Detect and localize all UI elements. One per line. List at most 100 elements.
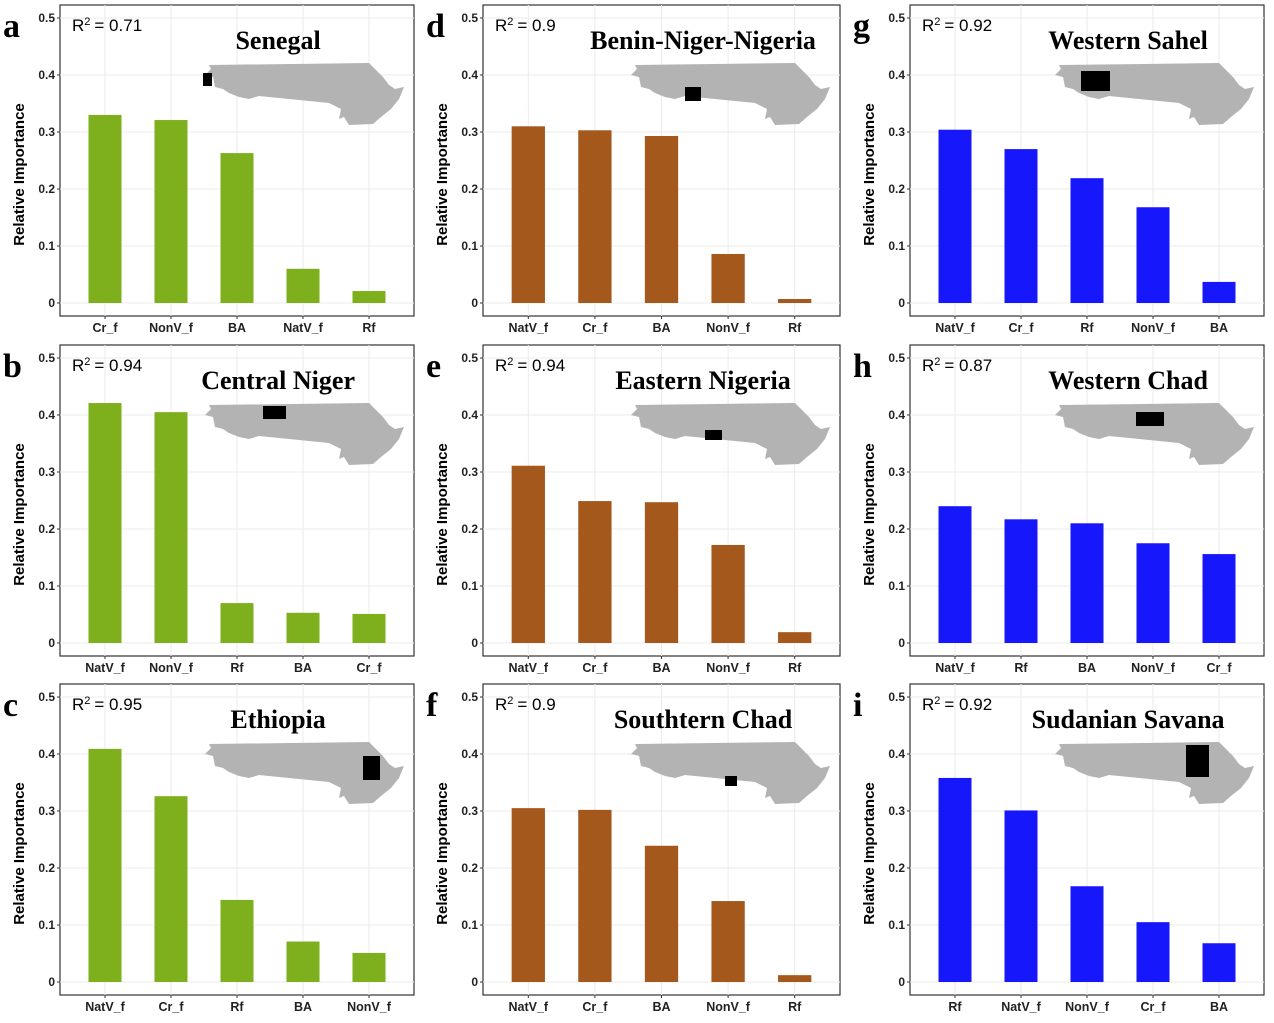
r-squared-label: R2 = 0.87 [922, 356, 992, 375]
bar-natv-f [286, 268, 320, 303]
y-tick-label: 0.5 [888, 11, 905, 25]
y-tick-label: 0.3 [461, 125, 478, 139]
region-title: Senegal [235, 26, 320, 55]
y-tick-label: 0.5 [461, 351, 478, 365]
y-tick-label: 0.1 [38, 579, 55, 593]
region-map-inset [631, 403, 830, 465]
y-tick-label: 0 [48, 975, 55, 989]
bar-rf [938, 777, 972, 982]
y-tick-label: 0.5 [461, 11, 478, 25]
bar-natv-f [511, 808, 545, 982]
x-tick-label: BA [294, 1000, 312, 1014]
y-tick-label: 0.2 [461, 182, 478, 196]
y-tick-label: 0.3 [461, 804, 478, 818]
sahel-map-shape [205, 403, 404, 465]
study-region-marker [705, 430, 722, 440]
region-title: Southtern Chad [614, 705, 793, 734]
bar-ba [644, 502, 679, 643]
panel-letter: b [3, 348, 22, 385]
r-squared-label: R2 = 0.92 [922, 695, 992, 714]
y-tick-label: 0.3 [888, 804, 905, 818]
x-tick-label: NatV_f [1001, 1000, 1041, 1014]
r-squared-label: R2 = 0.92 [922, 16, 992, 35]
bar-cr-f [1202, 554, 1236, 643]
x-tick-label: Rf [230, 661, 244, 675]
y-tick-label: 0 [898, 975, 905, 989]
study-region-marker [1186, 745, 1209, 777]
bar-natv-f [938, 506, 972, 643]
x-tick-label: NonV_f [1131, 321, 1176, 335]
y-axis-title: Relative Importance [861, 443, 878, 586]
region-map-inset [205, 742, 404, 804]
y-tick-label: 0.3 [38, 804, 55, 818]
y-tick-label: 0.2 [888, 861, 905, 875]
bar-ba [644, 845, 679, 982]
panel-letter: h [853, 348, 872, 385]
bar-rf [778, 975, 812, 982]
bar-nonv-f [352, 952, 386, 982]
y-axis-title: Relative Importance [861, 103, 878, 246]
sahel-map-shape [1055, 403, 1254, 465]
panel-g: 0 0.1 0.2 0.3 0.4 0.5 Relative Importance NatV_… [853, 4, 1265, 335]
r-squared-label: R2 = 0.71 [72, 16, 142, 35]
y-tick-label: 0.2 [38, 182, 55, 196]
y-tick-label: 0.2 [38, 522, 55, 536]
y-tick-label: 0.3 [888, 465, 905, 479]
y-tick-label: 0 [898, 296, 905, 310]
y-tick-label: 0.1 [461, 579, 478, 593]
x-tick-label: BA [1210, 1000, 1228, 1014]
bar-rf [352, 291, 386, 303]
x-tick-label: NatV_f [935, 321, 975, 335]
bar-natv-f [938, 129, 972, 303]
region-map-inset [1055, 742, 1254, 804]
bar-natv-f [88, 403, 122, 643]
panel-i: 0 0.1 0.2 0.3 0.4 0.5 Relative Importance Rf Nat… [853, 683, 1265, 1014]
bar-rf [1070, 178, 1104, 303]
x-tick-label: Cr_f [582, 1000, 608, 1014]
region-title: Ethiopia [230, 705, 325, 734]
x-tick-label: Cr_f [92, 321, 118, 335]
bar-rf [778, 632, 812, 643]
bar-ba [1202, 943, 1236, 982]
sahel-map-shape [631, 742, 830, 804]
y-tick-label: 0 [471, 296, 478, 310]
panel-letter: f [426, 687, 438, 724]
r-squared-label: R2 = 0.94 [495, 356, 565, 375]
bar-ba [220, 153, 254, 303]
panel-letter: d [426, 8, 445, 45]
region-title: Benin-Niger-Nigeria [590, 26, 816, 55]
panel-b: 0 0.1 0.2 0.3 0.4 0.5 Relative Importance NatV_… [3, 344, 415, 675]
region-map-inset [1055, 403, 1254, 465]
study-region-marker [263, 406, 286, 419]
y-tick-label: 0.2 [888, 522, 905, 536]
y-tick-label: 0.4 [461, 747, 478, 761]
y-tick-label: 0.5 [888, 690, 905, 704]
x-tick-label: Rf [1014, 661, 1028, 675]
bar-nonv-f [154, 120, 188, 303]
x-tick-label: BA [652, 1000, 670, 1014]
bar-cr-f [88, 114, 122, 304]
panel-f: 0 0.1 0.2 0.3 0.4 0.5 Relative Importance NatV_… [426, 683, 841, 1014]
bar-cr-f [578, 130, 612, 303]
region-map-inset [631, 742, 830, 804]
y-tick-label: 0.5 [888, 351, 905, 365]
y-tick-label: 0.4 [461, 408, 478, 422]
x-tick-label: NonV_f [347, 1000, 392, 1014]
panel-letter: e [426, 348, 441, 385]
bar-rf [778, 299, 812, 303]
x-tick-label: NonV_f [149, 661, 194, 675]
y-tick-label: 0 [471, 636, 478, 650]
bar-rf [1004, 519, 1038, 643]
y-tick-label: 0.4 [888, 747, 905, 761]
panel-letter: c [3, 687, 18, 724]
study-region-marker [363, 756, 380, 780]
y-axis-title: Relative Importance [11, 782, 28, 925]
bar-cr-f [1136, 922, 1170, 982]
bar-nonv-f [1070, 886, 1104, 982]
bar-cr-f [578, 501, 612, 643]
y-tick-label: 0.1 [888, 239, 905, 253]
x-tick-label: BA [228, 321, 246, 335]
bar-natv-f [511, 126, 545, 303]
bar-ba [1202, 281, 1236, 303]
panel-e: 0 0.1 0.2 0.3 0.4 0.5 Relative Importance NatV_… [426, 344, 841, 675]
